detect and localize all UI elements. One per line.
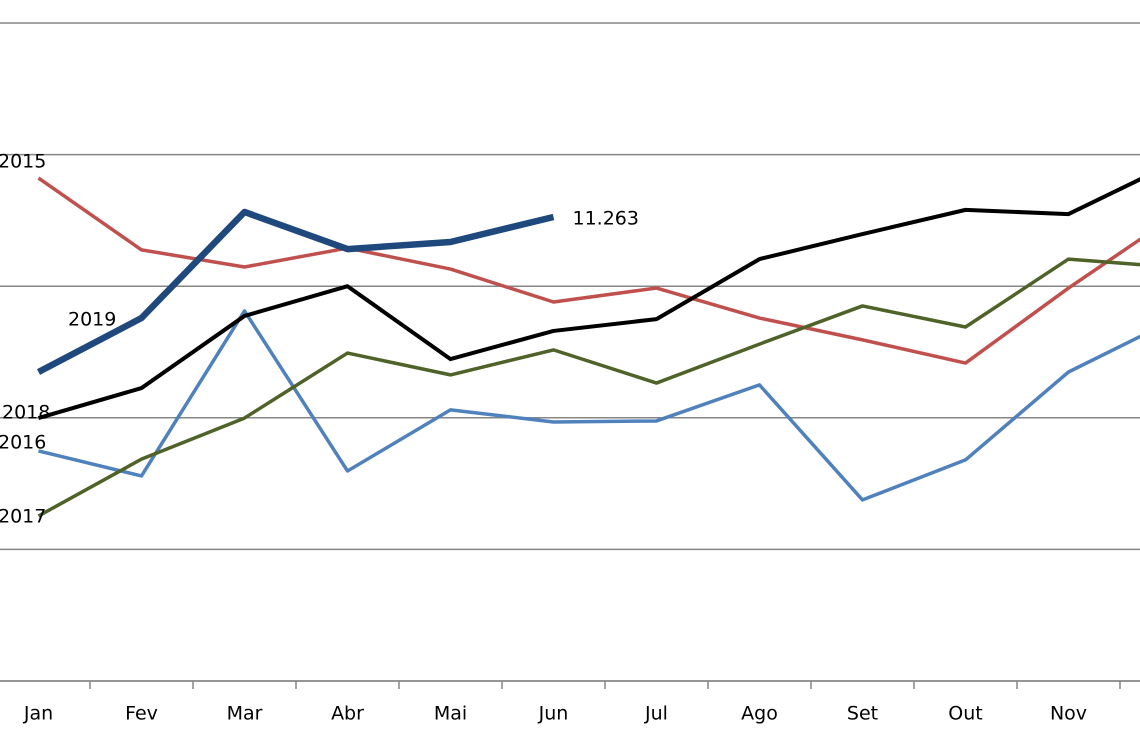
series-label: 2019 <box>68 309 116 331</box>
x-tick-label: Jun <box>538 703 569 725</box>
x-tick-label: Mai <box>434 703 467 725</box>
x-tick-label: Out <box>948 703 982 725</box>
x-tick-label: Jul <box>644 703 668 725</box>
x-tick-label: Set <box>847 703 878 725</box>
series-line <box>37 257 1140 518</box>
series-line <box>37 177 1140 420</box>
x-tick-label: Nov <box>1050 703 1087 725</box>
x-tick-label: Mar <box>227 703 263 725</box>
series-label: 2018 <box>2 402 50 424</box>
series-line <box>37 176 1140 365</box>
x-tick-label: Ago <box>741 703 778 725</box>
series-label: 2017 <box>0 506 46 528</box>
series-line <box>36 208 555 375</box>
data-label: 11.263 <box>573 207 639 229</box>
x-tick-label: Jan <box>23 703 53 725</box>
x-tick-label: Fev <box>125 703 158 725</box>
series-label: 2016 <box>0 432 46 454</box>
x-tick-label: Abr <box>331 703 364 725</box>
series-line <box>38 309 1140 502</box>
series-label: 2015 <box>0 151 46 173</box>
